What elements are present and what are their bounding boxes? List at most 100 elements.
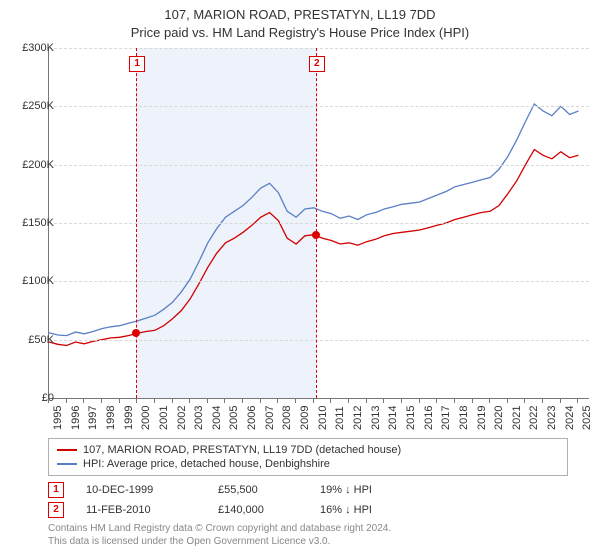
legend-item: HPI: Average price, detached house, Denb… — [57, 457, 559, 471]
y-tick-label: £100K — [10, 275, 54, 287]
x-tick-label: 2010 — [317, 406, 329, 430]
x-tick-label: 2012 — [352, 406, 364, 430]
x-tick — [330, 398, 331, 403]
sales-row: 211-FEB-2010£140,00016% ↓ HPI — [48, 500, 568, 520]
x-tick-label: 2001 — [158, 406, 170, 430]
x-tick — [419, 398, 420, 403]
sales-row-delta: 19% ↓ HPI — [320, 484, 372, 496]
title-block: 107, MARION ROAD, PRESTATYN, LL19 7DD Pr… — [0, 0, 600, 41]
x-tick — [66, 398, 67, 403]
chart-plot-area: 12 — [48, 48, 589, 399]
x-tick — [366, 398, 367, 403]
sales-row-delta: 16% ↓ HPI — [320, 504, 372, 516]
sale-marker-tag: 1 — [129, 56, 145, 72]
x-tick-label: 2019 — [476, 406, 488, 430]
sale-marker-line — [136, 48, 137, 398]
x-tick-label: 1995 — [52, 406, 64, 430]
x-tick — [401, 398, 402, 403]
x-tick — [436, 398, 437, 403]
x-tick — [154, 398, 155, 403]
x-tick-label: 2002 — [176, 406, 188, 430]
chart-container: 107, MARION ROAD, PRESTATYN, LL19 7DD Pr… — [0, 0, 600, 560]
title-address: 107, MARION ROAD, PRESTATYN, LL19 7DD — [0, 6, 600, 24]
y-tick-label: £250K — [10, 100, 54, 112]
sale-dot — [312, 231, 320, 239]
series-hpi-line — [49, 104, 578, 336]
x-tick-label: 2008 — [281, 406, 293, 430]
gridline — [49, 340, 589, 341]
sale-marker-line — [316, 48, 317, 398]
x-tick — [577, 398, 578, 403]
x-tick-label: 2025 — [581, 406, 593, 430]
x-tick — [48, 398, 49, 403]
sale-dot — [132, 329, 140, 337]
x-tick-label: 2023 — [546, 406, 558, 430]
sales-row-date: 11-FEB-2010 — [86, 504, 196, 516]
x-tick — [542, 398, 543, 403]
sales-row-tag: 1 — [48, 482, 64, 498]
x-tick — [383, 398, 384, 403]
gridline — [49, 281, 589, 282]
x-tick-label: 1996 — [70, 406, 82, 430]
x-tick — [189, 398, 190, 403]
x-tick — [242, 398, 243, 403]
sale-marker-tag: 2 — [309, 56, 325, 72]
x-tick — [472, 398, 473, 403]
x-tick — [454, 398, 455, 403]
y-tick-label: £50K — [10, 334, 54, 346]
x-tick — [348, 398, 349, 403]
legend-label: 107, MARION ROAD, PRESTATYN, LL19 7DD (d… — [83, 444, 401, 456]
x-tick — [313, 398, 314, 403]
x-tick — [224, 398, 225, 403]
x-tick — [207, 398, 208, 403]
copyright-line-1: Contains HM Land Registry data © Crown c… — [48, 522, 568, 535]
copyright-line-2: This data is licensed under the Open Gov… — [48, 535, 568, 548]
title-subtitle: Price paid vs. HM Land Registry's House … — [0, 24, 600, 42]
x-tick-label: 2006 — [246, 406, 258, 430]
legend-swatch — [57, 449, 77, 451]
gridline — [49, 106, 589, 107]
x-tick — [83, 398, 84, 403]
x-tick-label: 1998 — [105, 406, 117, 430]
legend-label: HPI: Average price, detached house, Denb… — [83, 458, 330, 470]
sales-row: 110-DEC-1999£55,50019% ↓ HPI — [48, 480, 568, 500]
x-tick — [277, 398, 278, 403]
x-tick — [489, 398, 490, 403]
x-tick-label: 2005 — [228, 406, 240, 430]
x-tick — [560, 398, 561, 403]
gridline — [49, 48, 589, 49]
series-property-line — [49, 150, 578, 346]
x-tick — [101, 398, 102, 403]
gridline — [49, 165, 589, 166]
x-tick-label: 2013 — [370, 406, 382, 430]
sales-row-tag: 2 — [48, 502, 64, 518]
x-tick-label: 1999 — [123, 406, 135, 430]
x-tick — [295, 398, 296, 403]
gridline — [49, 223, 589, 224]
x-tick-label: 2017 — [440, 406, 452, 430]
x-tick — [524, 398, 525, 403]
y-tick-label: £300K — [10, 42, 54, 54]
x-tick — [119, 398, 120, 403]
x-tick-label: 2018 — [458, 406, 470, 430]
legend-item: 107, MARION ROAD, PRESTATYN, LL19 7DD (d… — [57, 443, 559, 457]
x-tick-label: 2007 — [264, 406, 276, 430]
x-tick — [260, 398, 261, 403]
x-tick-label: 2003 — [193, 406, 205, 430]
x-tick-label: 2014 — [387, 406, 399, 430]
x-tick-label: 2021 — [511, 406, 523, 430]
x-tick-label: 2022 — [528, 406, 540, 430]
x-tick-label: 2000 — [140, 406, 152, 430]
sales-row-date: 10-DEC-1999 — [86, 484, 196, 496]
x-tick-label: 1997 — [87, 406, 99, 430]
y-tick-label: £150K — [10, 217, 54, 229]
x-tick-label: 2020 — [493, 406, 505, 430]
x-tick — [172, 398, 173, 403]
x-tick-label: 2016 — [423, 406, 435, 430]
legend-swatch — [57, 463, 77, 465]
x-tick-label: 2024 — [564, 406, 576, 430]
x-tick-label: 2015 — [405, 406, 417, 430]
x-tick-label: 2011 — [334, 406, 346, 430]
x-tick — [136, 398, 137, 403]
sales-table: 110-DEC-1999£55,50019% ↓ HPI211-FEB-2010… — [48, 480, 568, 520]
